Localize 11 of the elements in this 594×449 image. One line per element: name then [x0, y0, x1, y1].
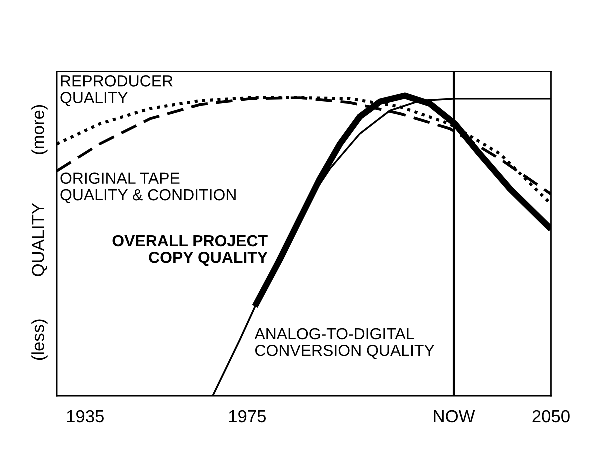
series-label: ANALOG-TO-DIGITAL CONVERSION QUALITY: [254, 328, 435, 360]
x-tick-label: NOW: [434, 410, 476, 423]
text: (less): [32, 320, 48, 360]
series-label: ORIGINAL TAPE QUALITY & CONDITION: [60, 172, 236, 204]
series-label: REPRODUCER QUALITY: [60, 76, 173, 106]
series-label: OVERALL PROJECT COPY QUALITY: [112, 235, 268, 266]
x-tick-label: 1935: [67, 410, 104, 423]
x-tick-label: 1975: [229, 410, 266, 423]
x-tick-label: 2050: [532, 410, 570, 423]
text: (more): [32, 105, 48, 154]
y-axis-title: QUALITY: [32, 203, 48, 276]
